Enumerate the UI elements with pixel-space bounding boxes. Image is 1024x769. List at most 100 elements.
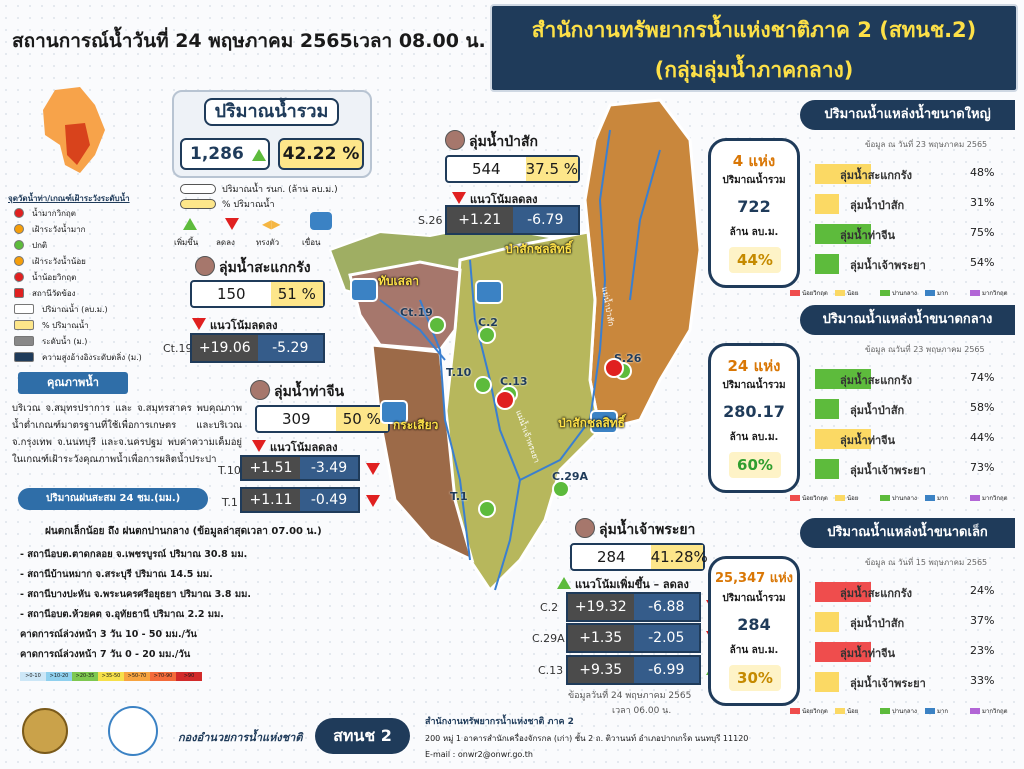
reservoir-bar xyxy=(815,224,871,244)
basin-volume: 544 xyxy=(471,160,501,178)
bank-depth: -6.79 xyxy=(512,207,578,233)
region-title: (กลุ่มลุ่มน้ำภาคกลาง) xyxy=(654,58,854,82)
station-dot xyxy=(478,500,496,518)
legend-swatch xyxy=(14,240,24,250)
station-table: +9.35 -6.99 xyxy=(566,655,701,685)
basin-icon xyxy=(575,518,595,538)
station-id: C.13 xyxy=(538,664,564,677)
station-table: +1.35 -2.05 xyxy=(566,623,701,653)
legend-label: มากวิกฤต xyxy=(982,495,1008,502)
station-legend-title: จุดวัดน้ำท่า/เกณฑ์เฝ้าระวังระดับน้ำ xyxy=(8,194,130,203)
down-arrow xyxy=(192,318,206,330)
total-title: ปริมาณน้ำรวม xyxy=(204,98,339,126)
reservoir-summary: 25,347 แห่ง ปริมาณน้ำรวม 284 ล้าน ลบ.ม. 30% xyxy=(708,556,800,706)
reservoir-bar xyxy=(815,369,871,389)
legend-swatch xyxy=(880,708,890,714)
station-dot xyxy=(428,316,446,334)
station-time: เวลา 06.00 น. xyxy=(612,706,672,716)
legend-label: น้ำน้อยวิกฤต xyxy=(32,273,77,282)
region-highlight xyxy=(65,123,90,165)
dam-label: ป่าสักชลสิทธิ์ xyxy=(558,416,626,430)
reservoir-unit: ล้าน ลบ.ม. xyxy=(729,645,779,656)
reservoir-summary: 4 แห่ง ปริมาณน้ำรวม 722 ล้าน ลบ.ม. 44% xyxy=(708,138,800,288)
dam-icon xyxy=(380,400,408,424)
thumbnail-map xyxy=(35,85,115,177)
basin-trend: แนวโน้มลดลง xyxy=(470,193,538,206)
dam-label: ป่าสักชลสิทธิ์ xyxy=(505,242,573,256)
station-id: Ct.19 xyxy=(163,342,193,355)
reservoir-item-percent: 54% xyxy=(970,256,995,269)
rain-title: ปริมาณฝนสะสม 24 ชม.(มม.) xyxy=(18,488,208,510)
reservoir-bar xyxy=(815,194,839,214)
map-station-label: C.29A xyxy=(552,470,589,483)
basin-trend: แนวโน้มเพิ่มขึ้น – ลดลง xyxy=(575,578,689,591)
dam-label: ทับเสลา xyxy=(378,274,420,288)
down-arrow xyxy=(366,463,380,475)
reservoir-item: ลุ่มน้ำป่าสัก xyxy=(850,404,905,417)
legend-label: เฝ้าระวังน้ำมาก xyxy=(32,225,86,234)
legend-label: % ปริมาณน้ำ xyxy=(42,321,89,330)
legend-swatch xyxy=(790,708,800,714)
legend-label: ปานกลาง xyxy=(892,290,917,297)
footer-email: E-mail : onwr2@onwr.go.th xyxy=(425,750,533,759)
reservoir-volume: 280.17 xyxy=(723,402,785,421)
legend-swatch xyxy=(790,495,800,501)
map-station-label: C.2 xyxy=(478,316,498,329)
river xyxy=(469,259,522,591)
date-title: สถานการณ์น้ำวันที่ 24 พฤษภาคม 2565เวลา 0… xyxy=(12,30,486,52)
down-arrow xyxy=(366,495,380,507)
legend-label: น้ำมากวิกฤต xyxy=(32,209,76,218)
basin-icon xyxy=(195,256,215,276)
total-box: ปริมาณน้ำรวม 1,286 42.22 % xyxy=(172,90,372,178)
legend-label: น้อย xyxy=(847,290,859,297)
water-level: +9.35 xyxy=(568,657,634,683)
reservoir-item: ลุ่มน้ำป่าสัก xyxy=(850,199,905,212)
footer-address: 200 หมู่ 1 อาคารสำนักเครื่องจักรกล (เก่า… xyxy=(425,734,749,743)
legend-label: น้อยวิกฤต xyxy=(802,290,828,297)
rivers xyxy=(379,129,661,591)
reservoir-count: 24 แห่ง xyxy=(727,357,781,375)
basin-percent: 41.28% xyxy=(650,545,708,569)
bank-depth: -0.49 xyxy=(300,489,358,511)
basin-trend: แนวโน้มลดลง xyxy=(210,319,278,332)
station-dot xyxy=(552,480,570,498)
badge: สทนช 2 xyxy=(315,718,410,754)
river xyxy=(629,149,661,301)
red-marker xyxy=(604,358,624,378)
basin-values: 284 41.28% xyxy=(570,543,708,571)
legend-label: ระดับน้ำ (ม.) xyxy=(42,337,88,346)
station-id: T.10 xyxy=(218,464,241,477)
reservoir-item-percent: 23% xyxy=(970,644,995,657)
basin-percent: 51 % xyxy=(270,282,323,306)
down-arrow xyxy=(452,192,466,204)
dam-icon xyxy=(590,410,618,434)
rain-summary: ฝนตกเล็กน้อย ถึง ฝนตกปานกลาง (ข้อมูลล่าส… xyxy=(45,526,322,537)
legend-swatch xyxy=(14,224,24,234)
station-id: T.1 xyxy=(222,496,238,509)
legend-label: ปกติ xyxy=(32,241,48,250)
down-arrow xyxy=(225,218,239,230)
reservoir-date: ข้อมูล ณ วันที่ 23 พฤษภาคม 2565 xyxy=(865,140,988,149)
reservoir-bar xyxy=(815,429,871,449)
bank-depth: -5.29 xyxy=(257,335,323,361)
map-station-label: C.13 xyxy=(500,375,528,388)
legend-percent: % ปริมาณน้ำ xyxy=(222,200,275,210)
station-id: C.29A xyxy=(532,632,565,645)
rain-forecast: คาดการณ์ล่วงหน้า 7 วัน 0 - 20 มม./วัน xyxy=(20,649,191,660)
reservoir-item: ลุ่มน้ำท่าจีน xyxy=(840,434,896,447)
legend-swatch xyxy=(925,708,935,714)
reservoir-date: ข้อมูล ณวันที่ 23 พฤษภาคม 2565 xyxy=(865,345,985,354)
legend-percent-swatch xyxy=(180,199,216,209)
station-table: +19.06 -5.29 xyxy=(190,333,325,363)
logo xyxy=(22,708,68,754)
legend-label: สถานีวัดข้อง xyxy=(32,289,76,298)
water-level: +19.32 xyxy=(568,594,634,620)
water-level: +1.21 xyxy=(447,207,513,233)
dam-icon xyxy=(310,212,332,230)
legend-swatch xyxy=(14,304,34,314)
reservoir-item: ลุ่มน้ำสะแกกรัง xyxy=(840,169,912,182)
rain-scale: >50-70 xyxy=(124,672,150,681)
basin-icon xyxy=(445,130,465,150)
rain-scale: >10-20 xyxy=(46,672,72,681)
legend-label: น้อยวิกฤต xyxy=(802,708,828,715)
